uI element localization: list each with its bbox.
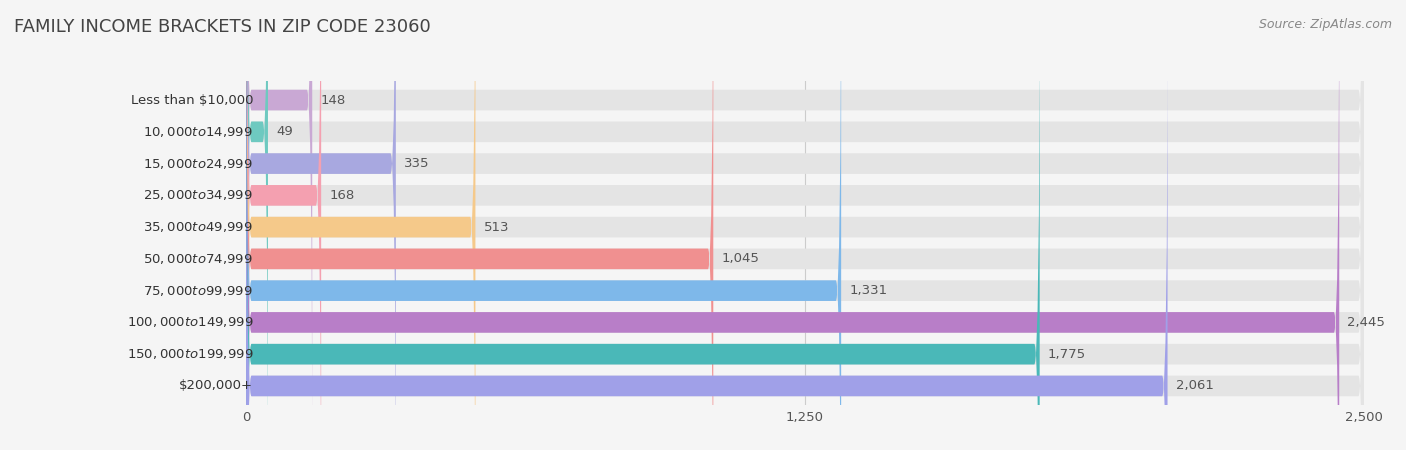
Text: Less than $10,000: Less than $10,000 bbox=[131, 94, 253, 107]
Text: 2,061: 2,061 bbox=[1175, 379, 1213, 392]
Text: 168: 168 bbox=[329, 189, 354, 202]
FancyBboxPatch shape bbox=[246, 0, 396, 450]
Text: $200,000+: $200,000+ bbox=[179, 379, 253, 392]
Text: 1,331: 1,331 bbox=[849, 284, 887, 297]
FancyBboxPatch shape bbox=[246, 0, 1364, 450]
FancyBboxPatch shape bbox=[246, 0, 1364, 450]
Text: $50,000 to $74,999: $50,000 to $74,999 bbox=[143, 252, 253, 266]
FancyBboxPatch shape bbox=[246, 15, 1364, 450]
Text: $150,000 to $199,999: $150,000 to $199,999 bbox=[127, 347, 253, 361]
Text: 1,045: 1,045 bbox=[721, 252, 759, 266]
Text: $25,000 to $34,999: $25,000 to $34,999 bbox=[143, 189, 253, 202]
FancyBboxPatch shape bbox=[246, 0, 269, 450]
FancyBboxPatch shape bbox=[246, 0, 1364, 450]
FancyBboxPatch shape bbox=[246, 0, 1340, 450]
FancyBboxPatch shape bbox=[246, 0, 475, 450]
FancyBboxPatch shape bbox=[246, 0, 1364, 450]
Text: Source: ZipAtlas.com: Source: ZipAtlas.com bbox=[1258, 18, 1392, 31]
Text: $10,000 to $14,999: $10,000 to $14,999 bbox=[143, 125, 253, 139]
FancyBboxPatch shape bbox=[246, 0, 321, 450]
FancyBboxPatch shape bbox=[246, 0, 1364, 450]
Text: 513: 513 bbox=[484, 220, 509, 234]
FancyBboxPatch shape bbox=[246, 0, 1039, 450]
FancyBboxPatch shape bbox=[246, 0, 1364, 450]
FancyBboxPatch shape bbox=[246, 0, 1364, 450]
Text: $15,000 to $24,999: $15,000 to $24,999 bbox=[143, 157, 253, 171]
FancyBboxPatch shape bbox=[246, 0, 713, 450]
Text: FAMILY INCOME BRACKETS IN ZIP CODE 23060: FAMILY INCOME BRACKETS IN ZIP CODE 23060 bbox=[14, 18, 430, 36]
FancyBboxPatch shape bbox=[246, 0, 1364, 450]
Text: 335: 335 bbox=[404, 157, 429, 170]
Text: $35,000 to $49,999: $35,000 to $49,999 bbox=[143, 220, 253, 234]
FancyBboxPatch shape bbox=[246, 0, 312, 450]
Text: 49: 49 bbox=[276, 125, 292, 138]
FancyBboxPatch shape bbox=[246, 0, 841, 450]
Text: 2,445: 2,445 bbox=[1347, 316, 1385, 329]
Text: 148: 148 bbox=[321, 94, 346, 107]
Text: 1,775: 1,775 bbox=[1047, 348, 1085, 361]
Text: $100,000 to $149,999: $100,000 to $149,999 bbox=[127, 315, 253, 329]
FancyBboxPatch shape bbox=[246, 0, 1364, 450]
Text: $75,000 to $99,999: $75,000 to $99,999 bbox=[143, 284, 253, 297]
FancyBboxPatch shape bbox=[246, 15, 1167, 450]
